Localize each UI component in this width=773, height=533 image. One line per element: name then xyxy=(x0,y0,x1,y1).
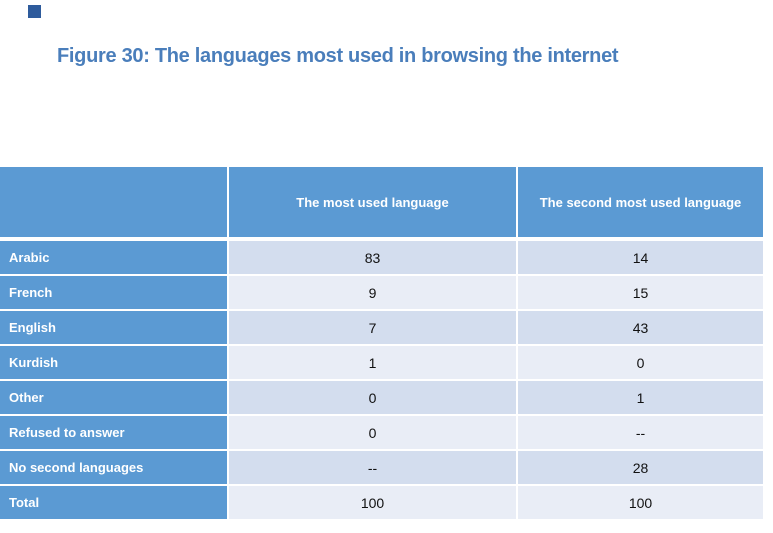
cell-french-most: 9 xyxy=(229,276,516,309)
row-label-arabic: Arabic xyxy=(0,241,227,274)
cell-other-most: 0 xyxy=(229,381,516,414)
cell-english-second: 43 xyxy=(518,311,763,344)
row-label-no-second: No second languages xyxy=(0,451,227,484)
header-cell-most-used: The most used language xyxy=(229,167,516,237)
cell-arabic-most: 83 xyxy=(229,241,516,274)
corner-accent-square-icon xyxy=(28,5,41,18)
table-body: Arabic 83 14 French 9 15 English 7 43 Ku… xyxy=(0,241,763,519)
cell-kurdish-most: 1 xyxy=(229,346,516,379)
cell-no-second-most: -- xyxy=(229,451,516,484)
cell-total-second: 100 xyxy=(518,486,763,519)
table-header-row: The most used language The second most u… xyxy=(0,167,763,237)
header-cell-empty xyxy=(0,167,227,237)
header-cell-second-most-used: The second most used language xyxy=(518,167,763,237)
cell-no-second-second: 28 xyxy=(518,451,763,484)
row-label-other: Other xyxy=(0,381,227,414)
cell-arabic-second: 14 xyxy=(518,241,763,274)
cell-kurdish-second: 0 xyxy=(518,346,763,379)
cell-french-second: 15 xyxy=(518,276,763,309)
row-label-total: Total xyxy=(0,486,227,519)
row-label-french: French xyxy=(0,276,227,309)
cell-other-second: 1 xyxy=(518,381,763,414)
row-label-kurdish: Kurdish xyxy=(0,346,227,379)
figure-title: Figure 30: The languages most used in br… xyxy=(57,45,619,67)
languages-table: The most used language The second most u… xyxy=(0,167,763,519)
cell-refused-most: 0 xyxy=(229,416,516,449)
cell-refused-second: -- xyxy=(518,416,763,449)
cell-total-most: 100 xyxy=(229,486,516,519)
cell-english-most: 7 xyxy=(229,311,516,344)
row-label-refused: Refused to answer xyxy=(0,416,227,449)
row-label-english: English xyxy=(0,311,227,344)
